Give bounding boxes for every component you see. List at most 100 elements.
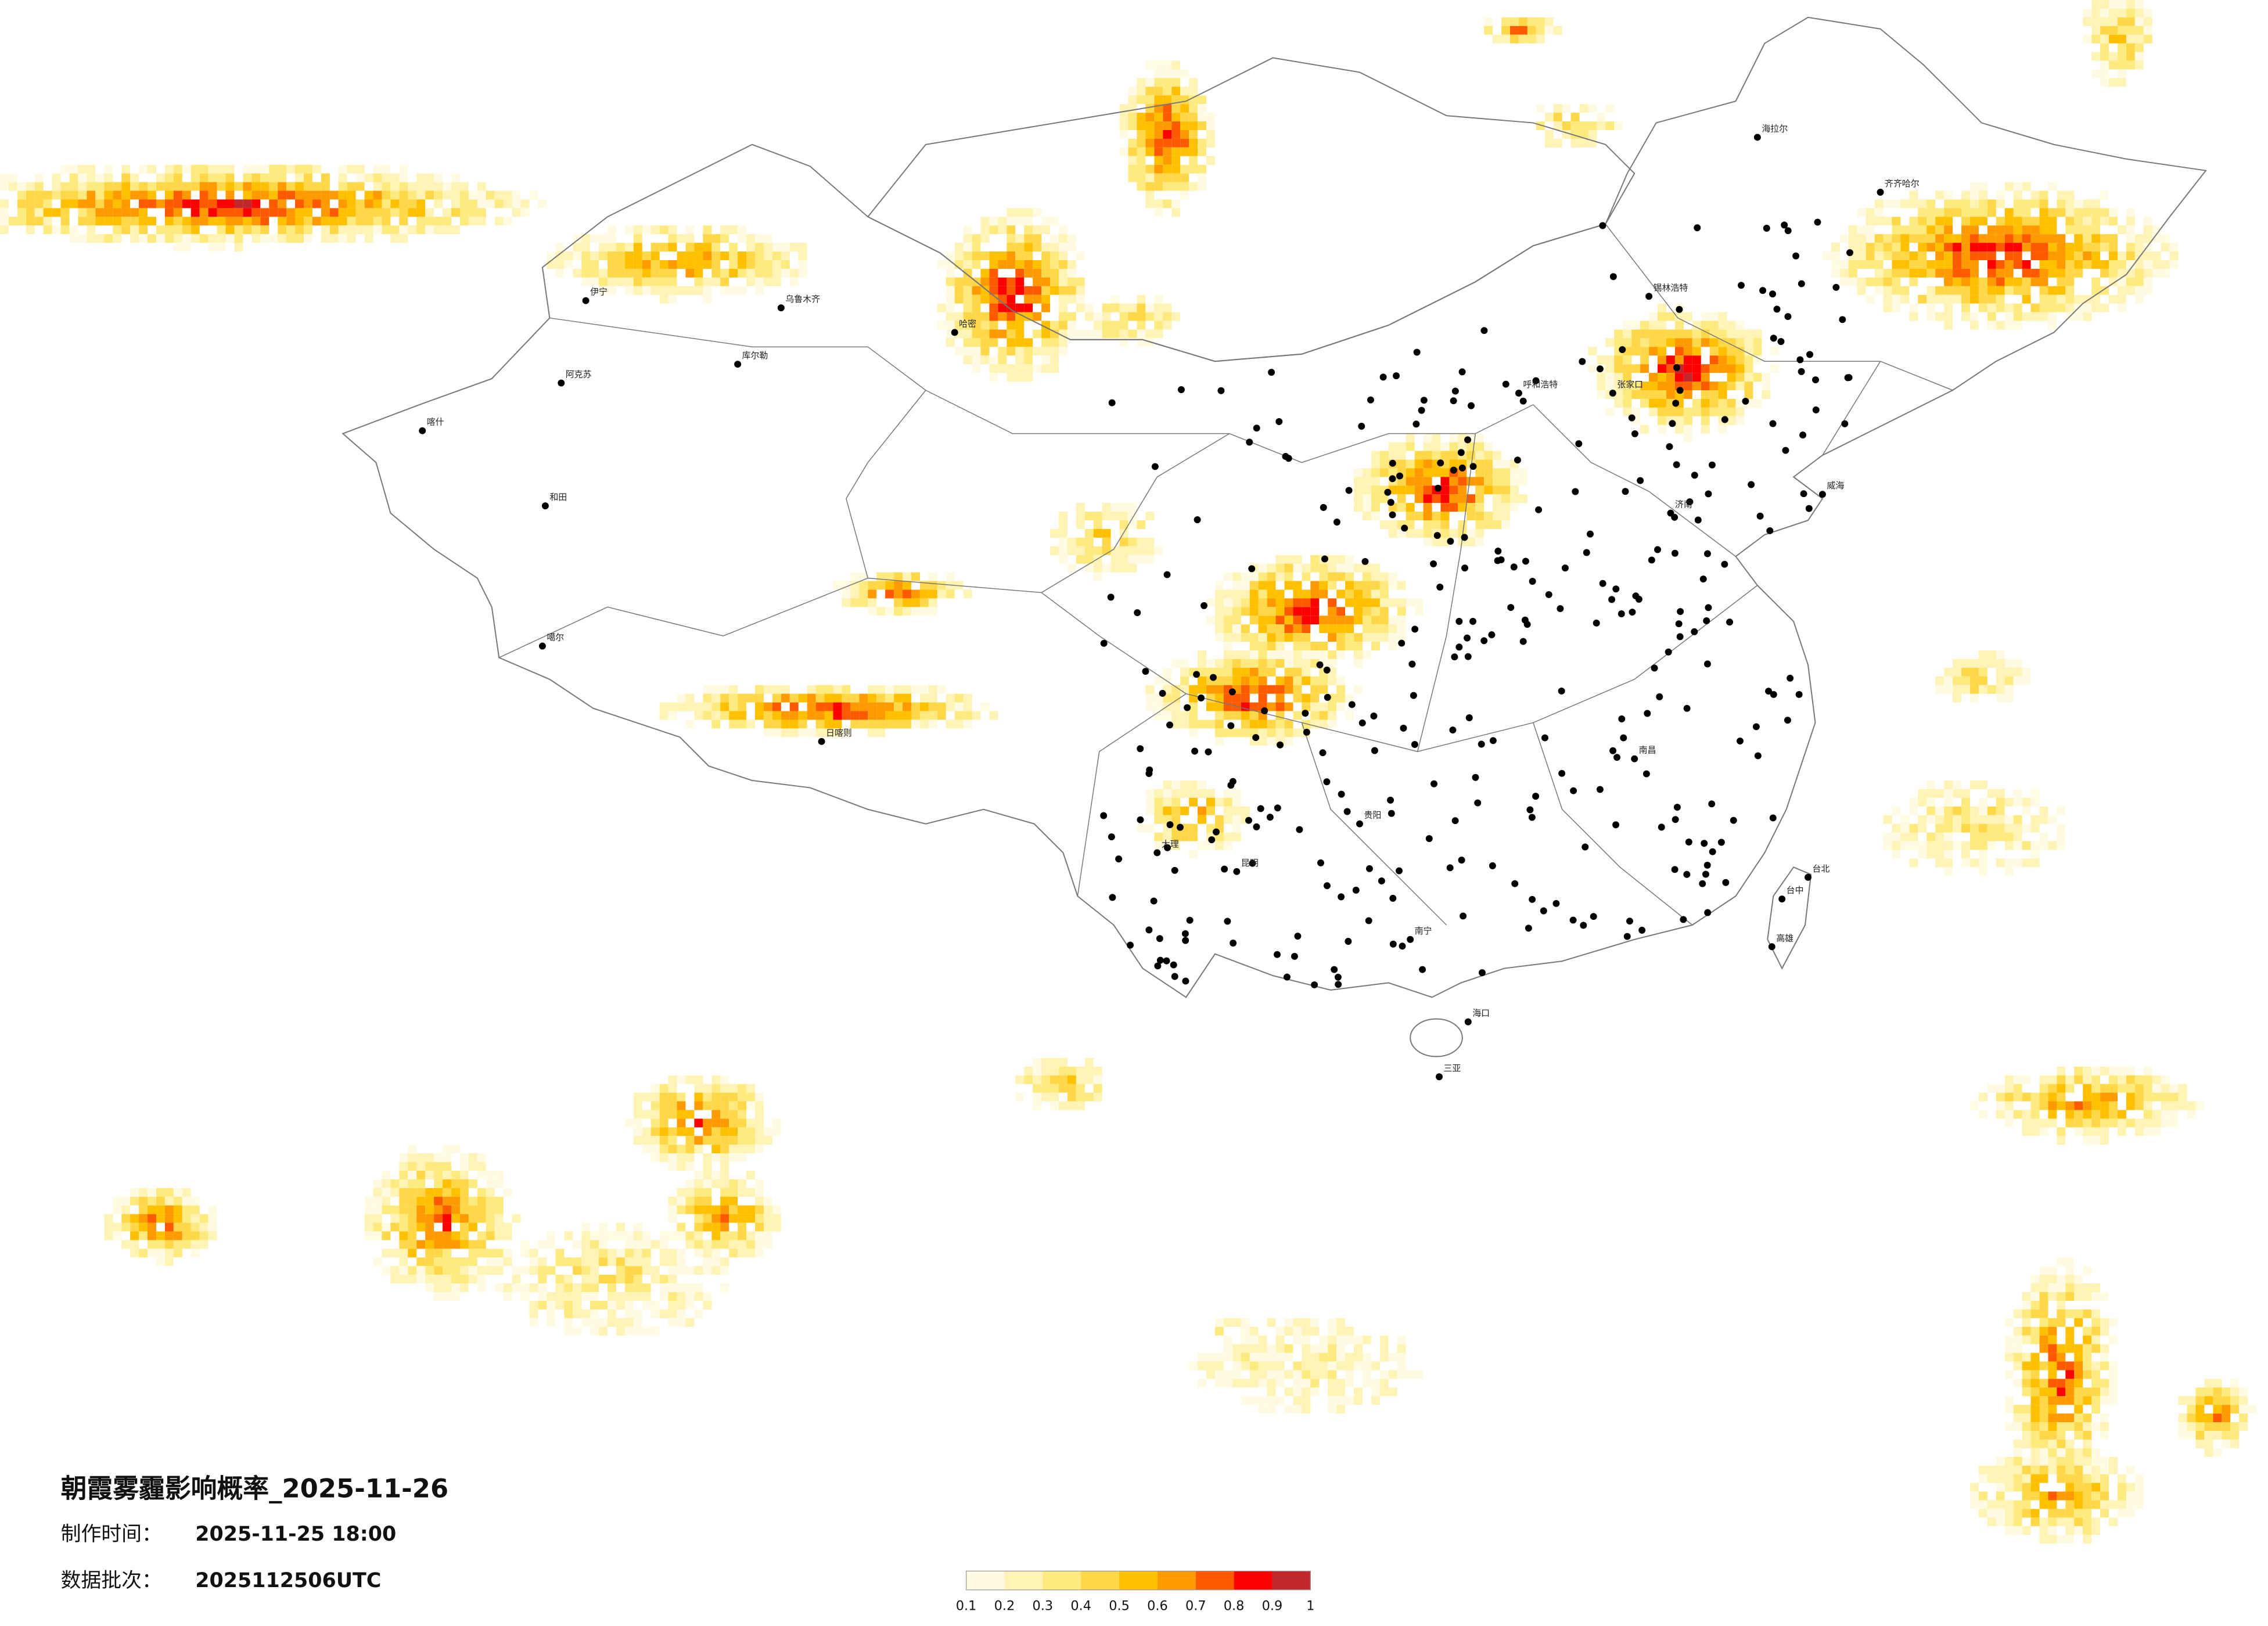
heat-cell [963,225,972,235]
heat-cell [1727,355,1736,365]
heat-cell [2048,1439,2057,1448]
heat-cell [1007,294,1016,304]
heat-cell [121,199,131,208]
heat-cell [2004,1344,2014,1353]
heat-cell [1267,685,1276,694]
heat-cell [451,1275,460,1284]
heat-cell [1467,537,1476,546]
heat-cell [599,243,608,252]
heat-cell [1961,225,1970,235]
heat-cell [850,589,860,599]
heat-cell [338,164,347,174]
heat-cell [1310,1352,1320,1362]
heat-cell [1214,702,1224,711]
heat-cell [1892,251,1901,260]
heat-cell [1041,1057,1051,1067]
heat-cell [1674,321,1684,330]
heat-cell [659,1231,668,1240]
heat-cell [2074,1370,2083,1379]
heat-cell [1918,294,1927,304]
heat-cell [1084,555,1094,564]
heat-cell [173,1214,182,1223]
heat-cell [1623,355,1632,365]
heat-cell [459,1214,469,1223]
heat-cell [1996,1483,2005,1492]
heat-cell [1484,520,1493,529]
heat-cell [1658,312,1666,321]
heat-cell [1354,589,1363,599]
heat-cell [1900,234,1910,243]
heat-cell [1232,616,1241,625]
heat-cell [1658,347,1666,356]
heat-cell [2048,1084,2057,1093]
heat-cell [1440,537,1450,546]
heat-cell [1214,693,1224,703]
heat-cell [1145,147,1155,156]
heat-cell [2083,1118,2092,1128]
heat-cell [2126,1500,2135,1509]
heat-cell [1510,17,1519,26]
heat-cell [459,1266,469,1275]
heat-cell [1753,373,1762,382]
heat-cell [815,728,825,738]
heat-cell [399,1196,408,1206]
heat-cell [763,728,772,738]
heat-cell [1128,546,1137,555]
heat-cell [668,1127,677,1136]
heat-cell [1214,1326,1224,1336]
city-dot [1675,620,1683,628]
city-dot [1371,747,1378,754]
heat-cell [1658,390,1666,399]
heat-cell [650,1110,660,1119]
city-dot [1756,512,1764,520]
heat-cell [399,1240,408,1249]
heat-cell [408,1162,417,1171]
heat-cell [2030,1301,2040,1310]
heat-cell [1493,485,1502,495]
heat-cell [1336,1361,1346,1370]
city-dot [1464,1018,1472,1026]
heat-cell [434,190,443,200]
heat-cell [668,225,677,235]
heat-cell [1354,494,1363,503]
heat-cell [1015,234,1025,243]
heat-cell [2022,1309,2031,1318]
heat-cell [633,260,642,269]
heat-cell [434,217,443,226]
heat-cell [1189,711,1198,720]
heat-cell [2048,225,2057,235]
heat-cell [642,1240,651,1249]
heat-cell [1926,234,1936,243]
heat-cell [842,693,851,703]
heat-cell [1961,190,1970,200]
heat-cell [2204,1396,2213,1405]
heat-cell [694,1240,703,1249]
heat-cell [2109,234,2118,243]
heat-cell [443,1240,452,1249]
heat-cell [772,260,781,269]
heat-cell [1171,659,1181,668]
heat-cell [2030,251,2040,260]
heat-cell [1892,217,1901,226]
heat-cell [468,1249,477,1258]
heat-cell [1536,17,1545,26]
heat-cell [1328,676,1337,685]
heat-cell [2039,1431,2048,1440]
heat-cell [399,190,408,200]
heat-cell [2126,1092,2135,1102]
city-dot [1629,609,1636,616]
heat-cell [486,1222,495,1232]
heat-cell [130,173,139,182]
heat-cell [1692,382,1701,390]
heat-cell [1275,598,1285,607]
heat-cell [1605,382,1615,390]
heat-cell [1267,1344,1276,1353]
heat-cell [1345,616,1354,625]
heat-cell [1406,468,1415,477]
heat-cell [1293,1396,1302,1405]
heat-cell [2039,1448,2048,1457]
heat-cell [191,1222,200,1232]
heat-cell [399,1179,408,1188]
heat-cell [2204,1422,2213,1431]
heat-cell [494,1283,504,1293]
